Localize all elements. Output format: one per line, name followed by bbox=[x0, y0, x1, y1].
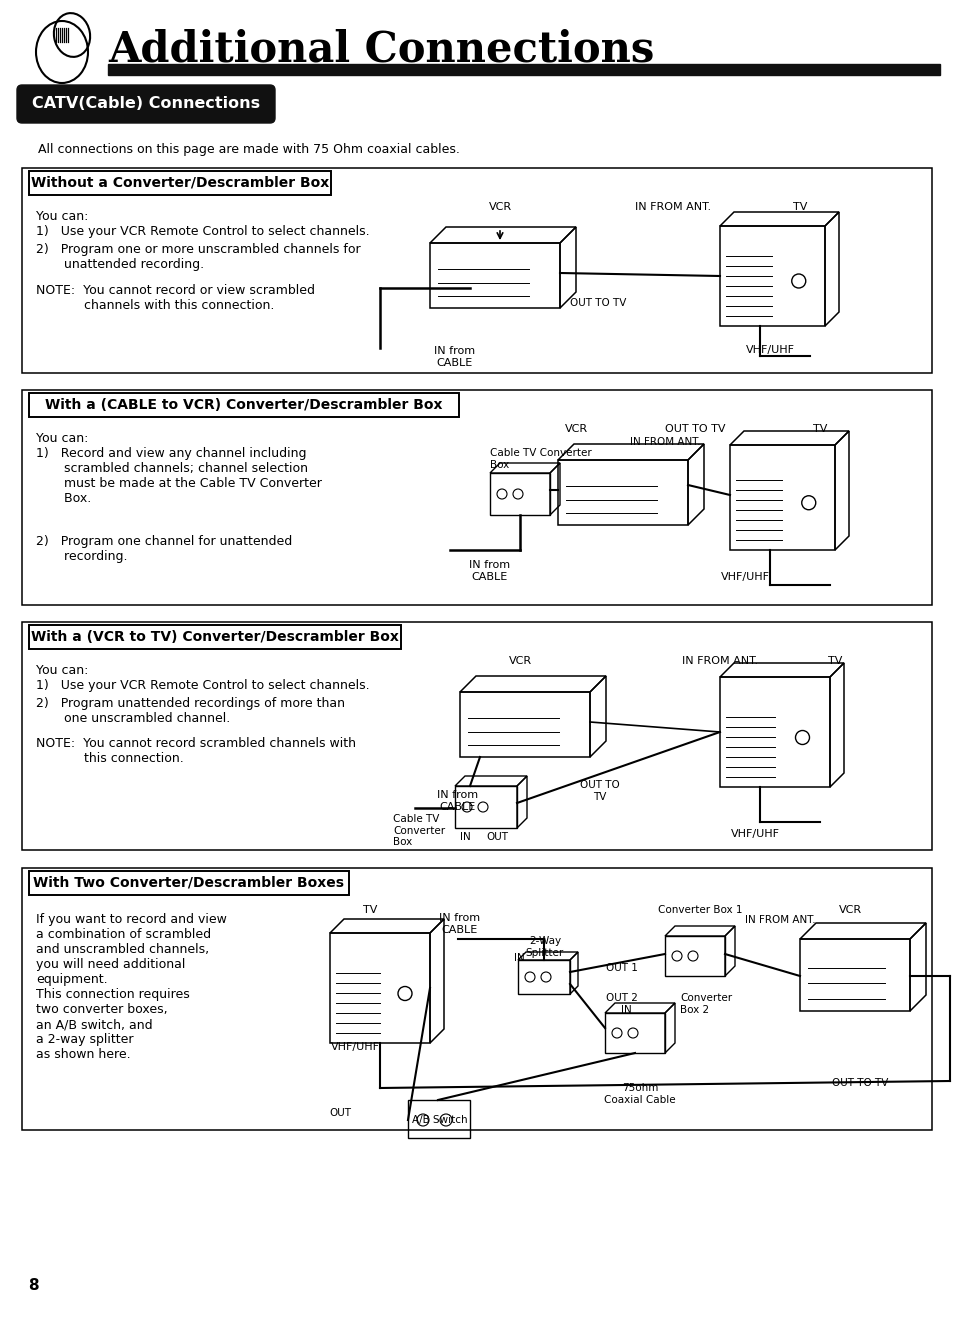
Text: IN: IN bbox=[459, 832, 470, 842]
Text: IN FROM ANT.: IN FROM ANT. bbox=[629, 437, 700, 447]
Text: OUT 2: OUT 2 bbox=[605, 993, 638, 1003]
Text: NOTE:  You cannot record scrambled channels with
            this connection.: NOTE: You cannot record scrambled channe… bbox=[36, 737, 355, 766]
Text: TV: TV bbox=[827, 656, 841, 667]
Bar bbox=[604, 1012, 664, 1053]
Bar bbox=[664, 936, 724, 975]
Text: Cable TV Converter
Box: Cable TV Converter Box bbox=[490, 447, 591, 470]
Text: IN: IN bbox=[620, 1005, 631, 1015]
Bar bbox=[720, 226, 824, 326]
Text: OUT 1: OUT 1 bbox=[605, 964, 638, 973]
FancyBboxPatch shape bbox=[17, 84, 274, 123]
Bar bbox=[558, 459, 687, 525]
Text: CATV(Cable) Connections: CATV(Cable) Connections bbox=[31, 96, 260, 111]
Text: OUT: OUT bbox=[485, 832, 507, 842]
Bar bbox=[22, 622, 931, 850]
Text: With a (CABLE to VCR) Converter/Descrambler Box: With a (CABLE to VCR) Converter/Descramb… bbox=[45, 399, 442, 412]
Bar bbox=[720, 677, 829, 787]
Text: IN from
CABLE: IN from CABLE bbox=[439, 913, 480, 935]
Text: 1)   Use your VCR Remote Control to select channels.: 1) Use your VCR Remote Control to select… bbox=[36, 678, 369, 692]
Text: VHF/UHF: VHF/UHF bbox=[330, 1041, 379, 1052]
Text: VCR: VCR bbox=[564, 424, 587, 434]
FancyBboxPatch shape bbox=[29, 172, 331, 195]
Text: IN: IN bbox=[513, 953, 524, 964]
Text: TV: TV bbox=[812, 424, 826, 434]
Text: With a (VCR to TV) Converter/Descrambler Box: With a (VCR to TV) Converter/Descrambler… bbox=[31, 630, 398, 644]
Text: Without a Converter/Descrambler Box: Without a Converter/Descrambler Box bbox=[30, 176, 329, 190]
Bar bbox=[430, 243, 559, 308]
Text: OUT TO
TV: OUT TO TV bbox=[579, 780, 619, 801]
Text: OUT TO TV: OUT TO TV bbox=[664, 424, 724, 434]
Text: IN from
CABLE: IN from CABLE bbox=[437, 789, 478, 812]
Bar bbox=[459, 692, 589, 756]
Bar bbox=[517, 960, 569, 994]
Bar bbox=[22, 168, 931, 374]
Text: VCR: VCR bbox=[838, 906, 861, 915]
Text: 2-Way
Splitter: 2-Way Splitter bbox=[525, 936, 563, 957]
Text: Converter Box 1: Converter Box 1 bbox=[657, 906, 741, 915]
Text: OUT: OUT bbox=[329, 1107, 351, 1118]
Text: IN from
CABLE: IN from CABLE bbox=[434, 346, 475, 367]
Text: VCR: VCR bbox=[488, 202, 511, 213]
Text: 8: 8 bbox=[28, 1278, 38, 1292]
Bar bbox=[22, 869, 931, 1130]
Text: Cable TV
Converter
Box: Cable TV Converter Box bbox=[393, 814, 445, 847]
Text: VHF/UHF: VHF/UHF bbox=[744, 345, 794, 355]
Text: 2)   Program one or more unscrambled channels for
       unattended recording.: 2) Program one or more unscrambled chann… bbox=[36, 243, 360, 271]
FancyBboxPatch shape bbox=[29, 624, 400, 649]
Text: You can:: You can: bbox=[36, 210, 89, 223]
FancyBboxPatch shape bbox=[29, 871, 349, 895]
Text: VHF/UHF: VHF/UHF bbox=[730, 829, 779, 840]
Text: OUT TO TV: OUT TO TV bbox=[569, 298, 625, 308]
Text: IN FROM ANT.: IN FROM ANT. bbox=[681, 656, 758, 667]
Text: 2)   Program one channel for unattended
       recording.: 2) Program one channel for unattended re… bbox=[36, 535, 292, 564]
Text: With Two Converter/Descrambler Boxes: With Two Converter/Descrambler Boxes bbox=[33, 876, 344, 890]
Text: You can:: You can: bbox=[36, 432, 89, 445]
FancyBboxPatch shape bbox=[29, 393, 458, 417]
Bar bbox=[455, 785, 517, 828]
Text: Additional Connections: Additional Connections bbox=[108, 28, 654, 70]
Text: If you want to record and view
a combination of scrambled
and unscrambled channe: If you want to record and view a combina… bbox=[36, 913, 227, 1061]
Text: A/B Switch: A/B Switch bbox=[412, 1115, 467, 1125]
Text: VCR: VCR bbox=[508, 656, 531, 667]
Text: VHF/UHF: VHF/UHF bbox=[720, 572, 769, 582]
Text: Converter
Box 2: Converter Box 2 bbox=[679, 993, 731, 1015]
Bar bbox=[22, 389, 931, 605]
Bar bbox=[800, 939, 909, 1011]
Text: TV: TV bbox=[362, 906, 376, 915]
Bar bbox=[490, 473, 550, 515]
Text: IN FROM ANT.: IN FROM ANT. bbox=[744, 915, 815, 925]
Text: NOTE:  You cannot record or view scrambled
            channels with this connec: NOTE: You cannot record or view scramble… bbox=[36, 284, 314, 312]
Bar bbox=[330, 933, 430, 1043]
Text: All connections on this page are made with 75 Ohm coaxial cables.: All connections on this page are made wi… bbox=[38, 143, 459, 156]
Text: IN FROM ANT.: IN FROM ANT. bbox=[635, 202, 710, 213]
Text: OUT TO TV: OUT TO TV bbox=[831, 1078, 887, 1088]
Text: 1)   Use your VCR Remote Control to select channels.: 1) Use your VCR Remote Control to select… bbox=[36, 224, 369, 238]
Bar bbox=[729, 445, 834, 550]
Bar bbox=[108, 63, 939, 75]
Bar bbox=[408, 1100, 470, 1138]
Text: 1)   Record and view any channel including
       scrambled channels; channel se: 1) Record and view any channel including… bbox=[36, 447, 321, 506]
Text: 75ohm
Coaxial Cable: 75ohm Coaxial Cable bbox=[603, 1082, 675, 1105]
Text: TV: TV bbox=[792, 202, 806, 213]
Text: 2)   Program unattended recordings of more than
       one unscrambled channel.: 2) Program unattended recordings of more… bbox=[36, 697, 345, 725]
Text: IN from
CABLE: IN from CABLE bbox=[469, 560, 510, 582]
Text: You can:: You can: bbox=[36, 664, 89, 677]
